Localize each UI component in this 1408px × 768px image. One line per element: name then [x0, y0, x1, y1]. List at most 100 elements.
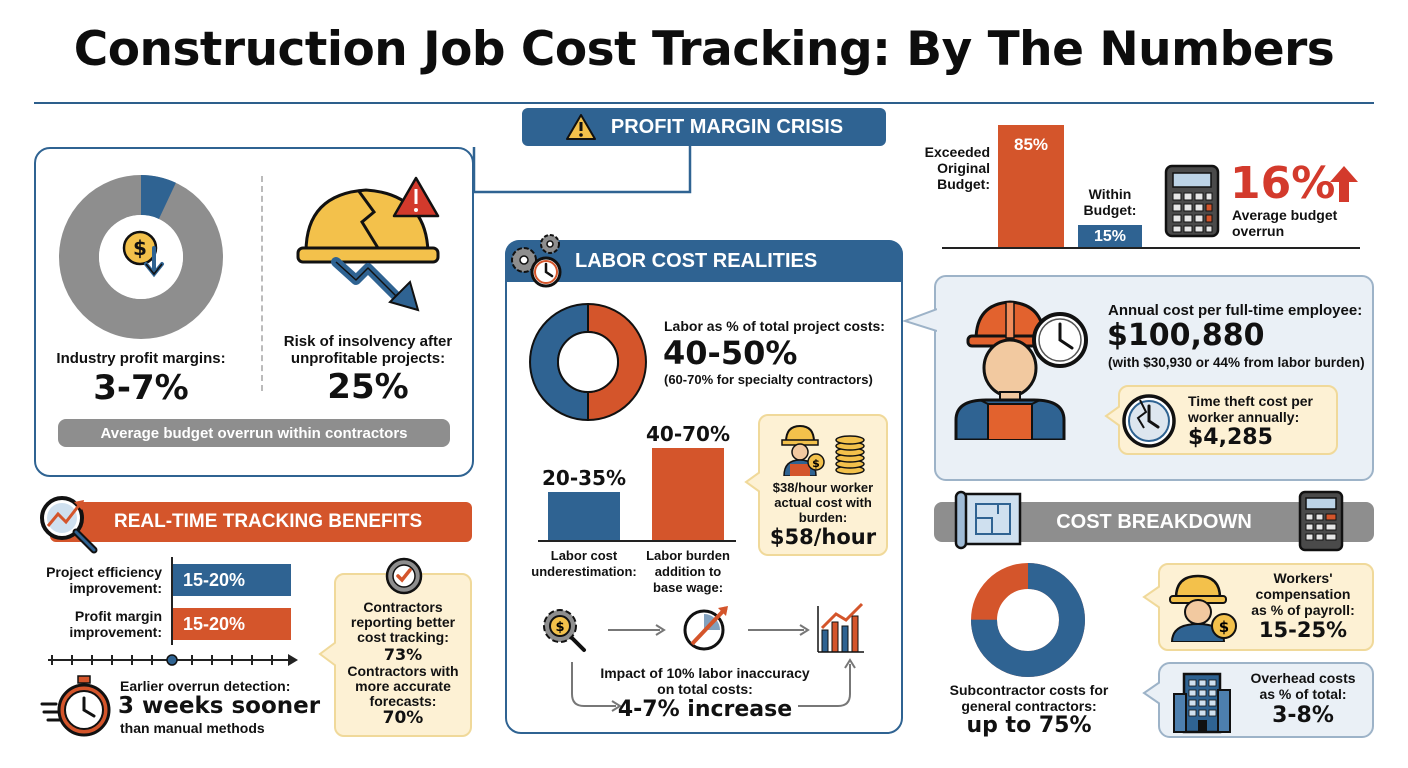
note-line-5: more accurate [355, 678, 451, 694]
bar1-value: 20-35% [541, 466, 626, 490]
note-line-6: forecasts: [369, 693, 437, 709]
annual-value: $100,880 [1107, 318, 1265, 353]
worker-note-2: actual cost with [774, 495, 872, 510]
theft-label-2: worker annually: [1188, 409, 1300, 425]
profit-imp-label-2: improvement: [69, 624, 162, 640]
note-value-2: 70% [382, 708, 424, 728]
note-line-2: reporting better [350, 614, 456, 630]
calculator-icon [1164, 164, 1220, 238]
tracking-axis [171, 557, 173, 645]
eff-value: 15-20% [183, 569, 246, 590]
sub-label-2: general contractors: [961, 698, 1097, 714]
gears-clock-icon [511, 234, 562, 288]
employee-callout-tail [903, 308, 937, 332]
within-label-2: Budget: [1083, 202, 1137, 218]
overrun-value: 16% [1230, 158, 1336, 209]
insolvency-label-1: Risk of insolvency after [283, 333, 453, 350]
wc-value: 15-25% [1258, 618, 1348, 642]
breakdown-header-label: COST BREAKDOWN [1056, 510, 1252, 533]
labor-bar-baseline [538, 540, 736, 542]
note-line-4: Contractors with [347, 663, 459, 679]
impact-flow: $ [543, 602, 864, 712]
wc-label-3: as % of payroll: [1251, 602, 1355, 618]
oh-label-1: Overhead costs [1250, 670, 1356, 686]
labor-share-label: Labor as % of total project costs: [664, 318, 885, 334]
detect-value: 3 weeks sooner [118, 693, 321, 719]
contractors-tail [318, 641, 336, 667]
profit-imp-label-1: Profit margin [74, 608, 162, 624]
theft-tail [1104, 405, 1120, 427]
broken-hardhat-icon [296, 176, 440, 312]
subcontractor-donut [971, 563, 1085, 677]
within-value: 15% [1093, 228, 1127, 246]
svg-text:$: $ [133, 236, 147, 260]
exceeded-label-2: Original [937, 160, 990, 176]
efficiency-bar: 15-20% [173, 564, 291, 596]
svg-text:$: $ [555, 620, 564, 635]
impact-label-2: on total costs: [657, 681, 753, 697]
impact-label-1: Impact of 10% labor inaccuracy [600, 665, 810, 681]
dollar-down-icon: $ [122, 230, 164, 278]
construction-worker-icon [954, 300, 1088, 440]
sub-value: up to 75% [966, 713, 1092, 738]
worker-note-1: $38/hour worker [772, 480, 874, 495]
note-value-1: 73% [383, 645, 423, 664]
bar2-label-2: addition to [654, 564, 722, 579]
profit-header-label: PROFIT MARGIN CRISIS [610, 115, 844, 138]
wc-tail [1142, 585, 1160, 609]
bar2-value: 40-70% [645, 422, 730, 446]
profit-margin-donut [59, 175, 223, 339]
annual-label: Annual cost per full-time employee: [1108, 302, 1363, 319]
worker-cost-note [758, 414, 888, 556]
insolvency-value: 25% [327, 367, 409, 407]
labor-header-label: LABOR COST REALITIES [575, 249, 818, 272]
burden-bar [652, 448, 724, 540]
underestimation-bar [548, 492, 620, 540]
insolvency-label-2: unprofitable projects: [290, 350, 446, 367]
note-line-1: Contractors [363, 599, 443, 615]
page-title: Construction Job Cost Tracking: By The N… [73, 22, 1335, 77]
breakdown-calculator-icon [1298, 490, 1344, 552]
labor-header: LABOR COST REALITIES [505, 240, 903, 282]
labor-share-donut [529, 302, 647, 422]
overrun-label-2: overrun [1232, 223, 1285, 239]
bar1-label-1: Labor cost [550, 548, 618, 563]
tracking-header: REAL-TIME TRACKING BENEFITS [50, 502, 472, 542]
exceeded-label-3: Budget: [937, 176, 990, 192]
exceeded-value: 85% [1013, 135, 1049, 154]
bar2-label-3: base wage: [652, 580, 724, 595]
note-line-3: cost tracking: [357, 629, 449, 645]
profit-footer-pill: Average budget overrun within contractor… [58, 419, 450, 447]
labor-share-value: 40-50% [663, 334, 798, 372]
exceeded-label-1: Exceeded [924, 144, 990, 160]
blueprint-icon [954, 490, 1022, 550]
theft-value: $4,285 [1188, 425, 1273, 450]
svg-text:$: $ [1219, 618, 1229, 636]
title-divider [34, 102, 1374, 104]
worker-cost-value: $58/hour [769, 525, 877, 549]
within-bar: 15% [1078, 225, 1142, 247]
eff-label-1: Project efficiency [46, 564, 162, 580]
exceeded-bar: 85% [998, 125, 1064, 247]
overrun-label-1: Average budget [1232, 207, 1338, 223]
profit-imp-bar: 15-20% [173, 608, 291, 640]
eff-label-2: improvement: [69, 580, 162, 596]
profit-header: PROFIT MARGIN CRISIS [522, 108, 886, 146]
tracking-header-label: REAL-TIME TRACKING BENEFITS [114, 511, 423, 532]
warning-icon [565, 114, 596, 140]
timeline [48, 654, 298, 666]
worker-note-3: burden: [798, 510, 848, 525]
budget-baseline [942, 247, 1360, 249]
oh-tail [1142, 681, 1160, 705]
theft-label-1: Time theft cost per [1188, 393, 1313, 409]
detect-note: than manual methods [120, 720, 265, 736]
callout-tail [744, 471, 760, 493]
labor-share-note: (60-70% for specialty contractors) [664, 372, 873, 387]
margins-label: Industry profit margins: [56, 350, 226, 367]
oh-label-2: as % of total: [1259, 686, 1347, 702]
profit-imp-value: 15-20% [183, 613, 246, 634]
impact-value: 4-7% increase [617, 697, 793, 722]
annual-note: (with $30,930 or 44% from labor burden) [1108, 355, 1365, 370]
detect-label: Earlier overrun detection: [120, 678, 291, 694]
